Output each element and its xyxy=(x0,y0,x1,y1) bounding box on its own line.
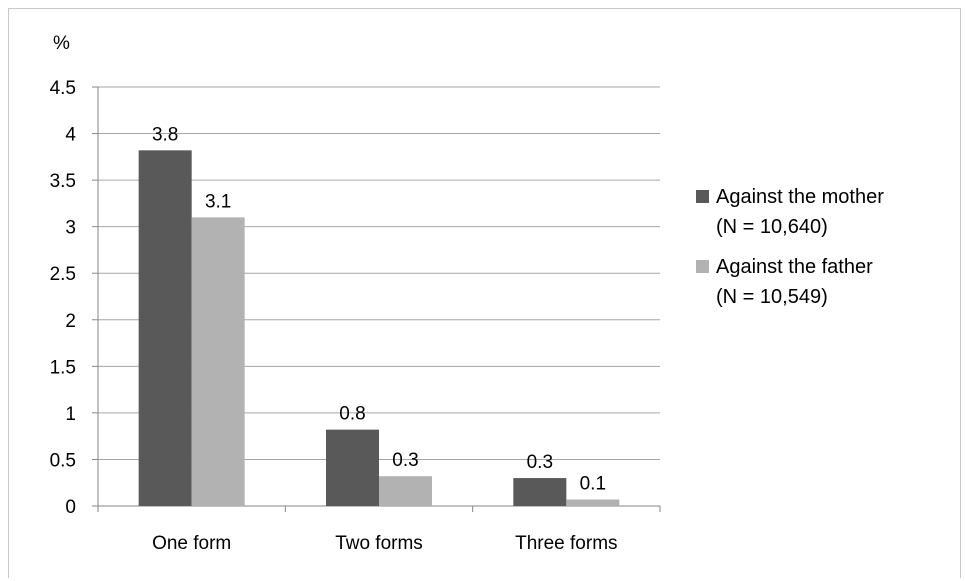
category-label: Three forms xyxy=(515,533,617,554)
bar xyxy=(566,499,620,506)
y-tick-label: 4 xyxy=(65,125,76,146)
y-tick-label: 3 xyxy=(65,218,76,239)
legend-item-father: Against the father (N = 10,549) xyxy=(696,252,956,312)
bar xyxy=(191,217,245,506)
data-label: 0.8 xyxy=(339,404,365,425)
y-tick-label: 1.5 xyxy=(50,357,76,378)
legend-label-father: Against the father (N = 10,549) xyxy=(716,256,873,308)
bar xyxy=(513,478,567,506)
y-axis-unit-label: % xyxy=(53,33,70,54)
legend-label-mother: Against the mother (N = 10,640) xyxy=(716,186,884,238)
y-tick-label: 0 xyxy=(65,497,76,518)
category-labels: One form Two forms Three forms xyxy=(152,533,617,554)
data-labels: 3.8 3.1 0.8 0.3 0.3 0.1 xyxy=(152,124,606,494)
bar xyxy=(379,476,432,506)
data-label: 0.1 xyxy=(580,473,606,494)
legend-item-mother: Against the mother (N = 10,640) xyxy=(696,182,956,242)
bar xyxy=(326,429,379,506)
y-tick-label: 0.5 xyxy=(50,450,76,471)
bars xyxy=(138,150,620,506)
y-tick-label: 3.5 xyxy=(50,171,76,192)
data-label: 0.3 xyxy=(392,450,418,471)
data-label: 3.1 xyxy=(205,191,231,212)
y-tick-label: 1 xyxy=(65,404,76,425)
bar xyxy=(138,150,192,506)
data-label: 0.3 xyxy=(527,452,553,473)
legend-swatch-mother xyxy=(696,190,709,203)
y-tick-label: 4.5 xyxy=(50,78,76,99)
y-tick-label: 2.5 xyxy=(50,264,76,285)
legend-swatch-father xyxy=(696,260,709,273)
legend: Against the mother (N = 10,640) Against … xyxy=(696,182,956,322)
y-tick-labels: 0 0.5 1 1.5 2 2.5 3 3.5 4 4.5 xyxy=(50,78,77,518)
chart-frame xyxy=(8,8,961,578)
y-tick-label: 2 xyxy=(65,311,76,332)
data-label: 3.8 xyxy=(152,124,178,145)
category-label: One form xyxy=(152,533,231,554)
category-label: Two forms xyxy=(335,533,423,554)
